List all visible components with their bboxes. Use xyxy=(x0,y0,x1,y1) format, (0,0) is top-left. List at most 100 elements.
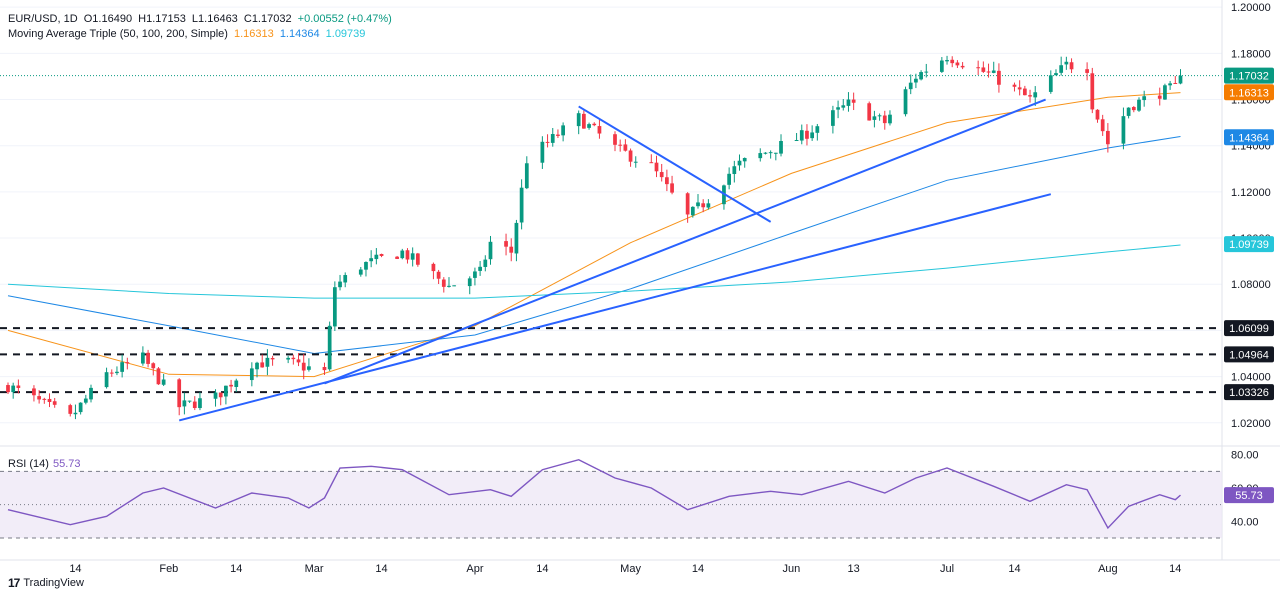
candle-body xyxy=(877,115,882,117)
candle-body xyxy=(192,401,197,409)
candle-body xyxy=(805,130,809,139)
candle-body xyxy=(338,281,342,288)
candle-body xyxy=(1142,96,1147,101)
horizontal-levels xyxy=(0,327,1222,394)
rsi-label[interactable]: RSI (14) xyxy=(8,458,49,470)
candle-body xyxy=(1163,85,1167,100)
candle-body xyxy=(115,371,119,374)
open-value: O1.16490 xyxy=(83,13,133,25)
candle-body xyxy=(73,412,78,415)
price-label: 1.16313 xyxy=(1229,87,1269,99)
candle-body xyxy=(83,398,88,403)
candle-body xyxy=(690,206,695,216)
candle-body xyxy=(950,59,955,64)
candle-body xyxy=(1064,61,1069,65)
candle-body xyxy=(955,62,960,66)
ma200-value: 1.09739 xyxy=(325,28,366,40)
y-tick-label: 1.18000 xyxy=(1231,48,1271,60)
candle-body xyxy=(773,152,778,154)
candle-body xyxy=(441,279,446,287)
trendline xyxy=(178,193,1052,422)
candle-body xyxy=(727,173,732,185)
candle-body xyxy=(1168,83,1172,86)
x-tick-label: 14 xyxy=(230,563,242,575)
candle-body xyxy=(701,203,706,208)
candle-body xyxy=(556,134,560,136)
candle-body xyxy=(768,152,773,154)
candle-body xyxy=(623,144,628,151)
candle-body xyxy=(78,402,83,413)
price-label-badge xyxy=(1224,236,1274,253)
candle-body xyxy=(125,362,130,364)
ma-indicator-label[interactable]: Moving Average Triple (50, 100, 200, Sim… xyxy=(8,28,228,40)
candle-body xyxy=(218,392,223,398)
candle-body xyxy=(685,193,690,215)
price-axis[interactable]: 1.200001.180001.160001.140001.120001.100… xyxy=(1221,0,1274,560)
candle-body xyxy=(908,82,913,90)
candle-body xyxy=(576,113,581,127)
candle-body xyxy=(452,285,457,287)
candle-body xyxy=(42,398,47,400)
candle-body xyxy=(841,105,846,108)
candle-body xyxy=(249,368,254,381)
candle-body xyxy=(1157,95,1162,99)
high-value: H1.17153 xyxy=(138,13,186,25)
price-label: 1.14364 xyxy=(1229,132,1269,144)
candle-body xyxy=(504,241,508,247)
candle-body xyxy=(229,384,233,387)
candle-body xyxy=(1105,130,1110,145)
rsi-legend: RSI (14) 55.73 xyxy=(8,458,81,470)
candle-body xyxy=(1085,69,1089,73)
candle-body xyxy=(960,65,965,68)
y-tick-label: 1.02000 xyxy=(1231,418,1271,430)
symbol-label[interactable]: EUR/USD, 1D xyxy=(8,13,78,25)
candle-body xyxy=(1012,84,1017,87)
y-tick-label: 1.20000 xyxy=(1231,2,1271,14)
x-tick-label: 14 xyxy=(692,563,704,575)
moving-averages xyxy=(7,92,1181,378)
candle-body xyxy=(109,372,114,374)
candle-body xyxy=(1137,99,1141,111)
candle-body xyxy=(872,116,877,120)
candle-body xyxy=(431,263,436,272)
candle-body xyxy=(68,405,73,414)
candle-body xyxy=(670,183,674,193)
candle-body xyxy=(332,287,337,327)
price-label-badge xyxy=(1224,346,1274,363)
candle-body xyxy=(270,358,275,360)
candle-body xyxy=(981,67,986,72)
candle-body xyxy=(1095,109,1100,120)
tradingview-logo[interactable]: 17 TradingView xyxy=(8,576,84,590)
candle-body xyxy=(11,385,16,393)
candle-body xyxy=(224,385,228,397)
candle-body xyxy=(400,250,405,259)
time-axis[interactable]: 14 Feb 14 Mar 14 Apr 14 May 14 Jun 13 Jul 14 Aug 14 xyxy=(69,563,1181,575)
candle-body xyxy=(198,398,202,409)
candle-body xyxy=(545,141,550,143)
candle-body xyxy=(395,256,399,259)
price-label: 1.03326 xyxy=(1229,387,1269,399)
candle-body xyxy=(467,278,472,287)
candle-body xyxy=(1090,73,1095,110)
candle-body xyxy=(514,222,519,254)
candle-body xyxy=(763,152,768,154)
candle-body xyxy=(89,387,93,400)
candle-body xyxy=(483,259,488,267)
candle-body xyxy=(447,285,451,287)
candle-body xyxy=(919,72,923,80)
candle-body xyxy=(976,67,981,69)
candle-body xyxy=(1033,92,1038,98)
price-label: 1.09739 xyxy=(1229,239,1269,251)
tradingview-logo-icon: 17 xyxy=(8,576,20,590)
candle-body xyxy=(32,388,36,396)
candle-body xyxy=(369,258,374,262)
x-tick-label: Aug xyxy=(1098,563,1118,575)
candle-body xyxy=(1178,75,1183,84)
ma100-line xyxy=(7,136,1181,355)
candle-body xyxy=(364,261,368,270)
candle-body xyxy=(597,126,602,134)
candlesticks xyxy=(6,55,1183,420)
candle-body xyxy=(742,158,747,162)
ohlc-legend: EUR/USD, 1D O1.16490 H1.17153 L1.16463 C… xyxy=(8,13,395,25)
rsi-band xyxy=(0,471,1222,538)
